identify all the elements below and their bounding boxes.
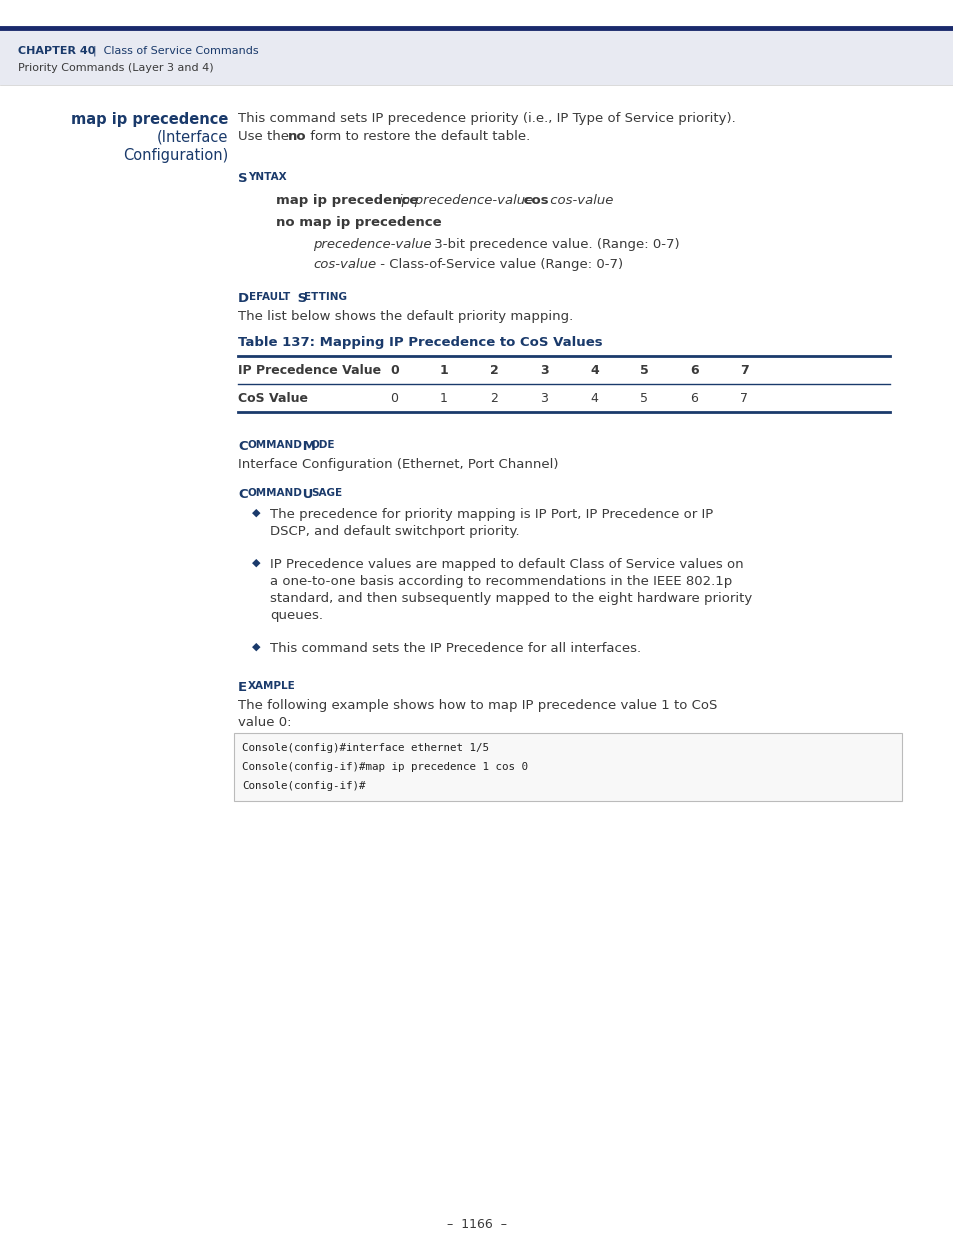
Text: OMMAND: OMMAND [248,488,302,498]
Text: IP Precedence values are mapped to default Class of Service values on: IP Precedence values are mapped to defau… [270,558,742,571]
Text: - 3-bit precedence value. (Range: 0-7): - 3-bit precedence value. (Range: 0-7) [420,238,679,251]
Text: Use the: Use the [237,130,293,143]
Text: map ip precedence: map ip precedence [71,112,228,127]
Text: Configuration): Configuration) [123,148,228,163]
Text: ip-precedence-value: ip-precedence-value [398,194,534,207]
Text: ◆: ◆ [252,508,260,517]
Bar [233,734,901,802]
Text: - Class-of-Service value (Range: 0-7): - Class-of-Service value (Range: 0-7) [375,258,622,270]
Text: Console(config-if)#: Console(config-if)# [242,781,365,790]
Text: ETTING: ETTING [304,291,347,303]
Text: 5: 5 [639,391,647,405]
Text: S: S [293,291,307,305]
Text: Interface Configuration (Ethernet, Port Channel): Interface Configuration (Ethernet, Port … [237,458,558,471]
Text: no map ip precedence: no map ip precedence [275,216,441,228]
Text: cos-value: cos-value [313,258,375,270]
Text: The list below shows the default priority mapping.: The list below shows the default priorit… [237,310,573,324]
Text: U: U [297,488,313,501]
Bar [0,0,953,28]
Text: The following example shows how to map IP precedence value 1 to CoS: The following example shows how to map I… [237,699,717,713]
Text: no: no [288,130,306,143]
Text: form to restore the default table.: form to restore the default table. [306,130,530,143]
Text: M: M [297,440,315,453]
Text: This command sets IP precedence priority (i.e., IP Type of Service priority).: This command sets IP precedence priority… [237,112,735,125]
Text: ODE: ODE [311,440,335,450]
Text: 5: 5 [639,364,648,377]
Text: queues.: queues. [270,609,323,622]
Text: (Interface: (Interface [156,130,228,144]
Text: ◆: ◆ [252,558,260,568]
Text: C: C [237,440,248,453]
Text: cos: cos [518,194,548,207]
Text: XAMPLE: XAMPLE [248,680,295,692]
Text: ◆: ◆ [252,642,260,652]
Text: EFAULT: EFAULT [249,291,290,303]
Text: SAGE: SAGE [311,488,342,498]
Text: 2: 2 [490,391,497,405]
Text: 6: 6 [689,364,698,377]
Text: 2: 2 [490,364,498,377]
Text: DSCP, and default switchport priority.: DSCP, and default switchport priority. [270,525,519,538]
Text: IP Precedence Value: IP Precedence Value [237,364,381,377]
Text: 1: 1 [439,391,447,405]
Text: S: S [237,172,248,185]
Text: C: C [237,488,248,501]
Text: Table 137: Mapping IP Precedence to CoS Values: Table 137: Mapping IP Precedence to CoS … [237,336,602,350]
Text: The precedence for priority mapping is IP Port, IP Precedence or IP: The precedence for priority mapping is I… [270,508,713,521]
Text: |  Class of Service Commands: | Class of Service Commands [86,46,258,57]
Text: 3: 3 [539,364,548,377]
Text: CoS Value: CoS Value [237,391,308,405]
Text: cos-value: cos-value [545,194,613,207]
Text: standard, and then subsequently mapped to the eight hardware priority: standard, and then subsequently mapped t… [270,592,752,605]
Text: 0: 0 [390,391,397,405]
Text: 4: 4 [589,391,598,405]
Text: 1: 1 [439,364,448,377]
Bar [0,28,953,85]
Text: –  1166  –: – 1166 – [447,1218,506,1231]
Text: 7: 7 [740,391,747,405]
Text: YNTAX: YNTAX [248,172,286,182]
Text: OMMAND: OMMAND [248,440,302,450]
Text: Console(config-if)#map ip precedence 1 cos 0: Console(config-if)#map ip precedence 1 c… [242,762,527,772]
Text: 3: 3 [539,391,547,405]
Text: map ip precedence: map ip precedence [275,194,418,207]
Text: This command sets the IP Precedence for all interfaces.: This command sets the IP Precedence for … [270,642,640,655]
Text: value 0:: value 0: [237,716,292,729]
Text: E: E [237,680,247,694]
Text: Priority Commands (Layer 3 and 4): Priority Commands (Layer 3 and 4) [18,63,213,73]
Text: 6: 6 [689,391,698,405]
Text: precedence-value: precedence-value [313,238,431,251]
Text: 4: 4 [589,364,598,377]
Text: D: D [237,291,249,305]
Text: a one-to-one basis according to recommendations in the IEEE 802.1p: a one-to-one basis according to recommen… [270,576,732,588]
Text: CHAPTER 40: CHAPTER 40 [18,46,95,56]
Text: 0: 0 [390,364,398,377]
Text: Console(config)#interface ethernet 1/5: Console(config)#interface ethernet 1/5 [242,743,489,753]
Text: 7: 7 [740,364,748,377]
